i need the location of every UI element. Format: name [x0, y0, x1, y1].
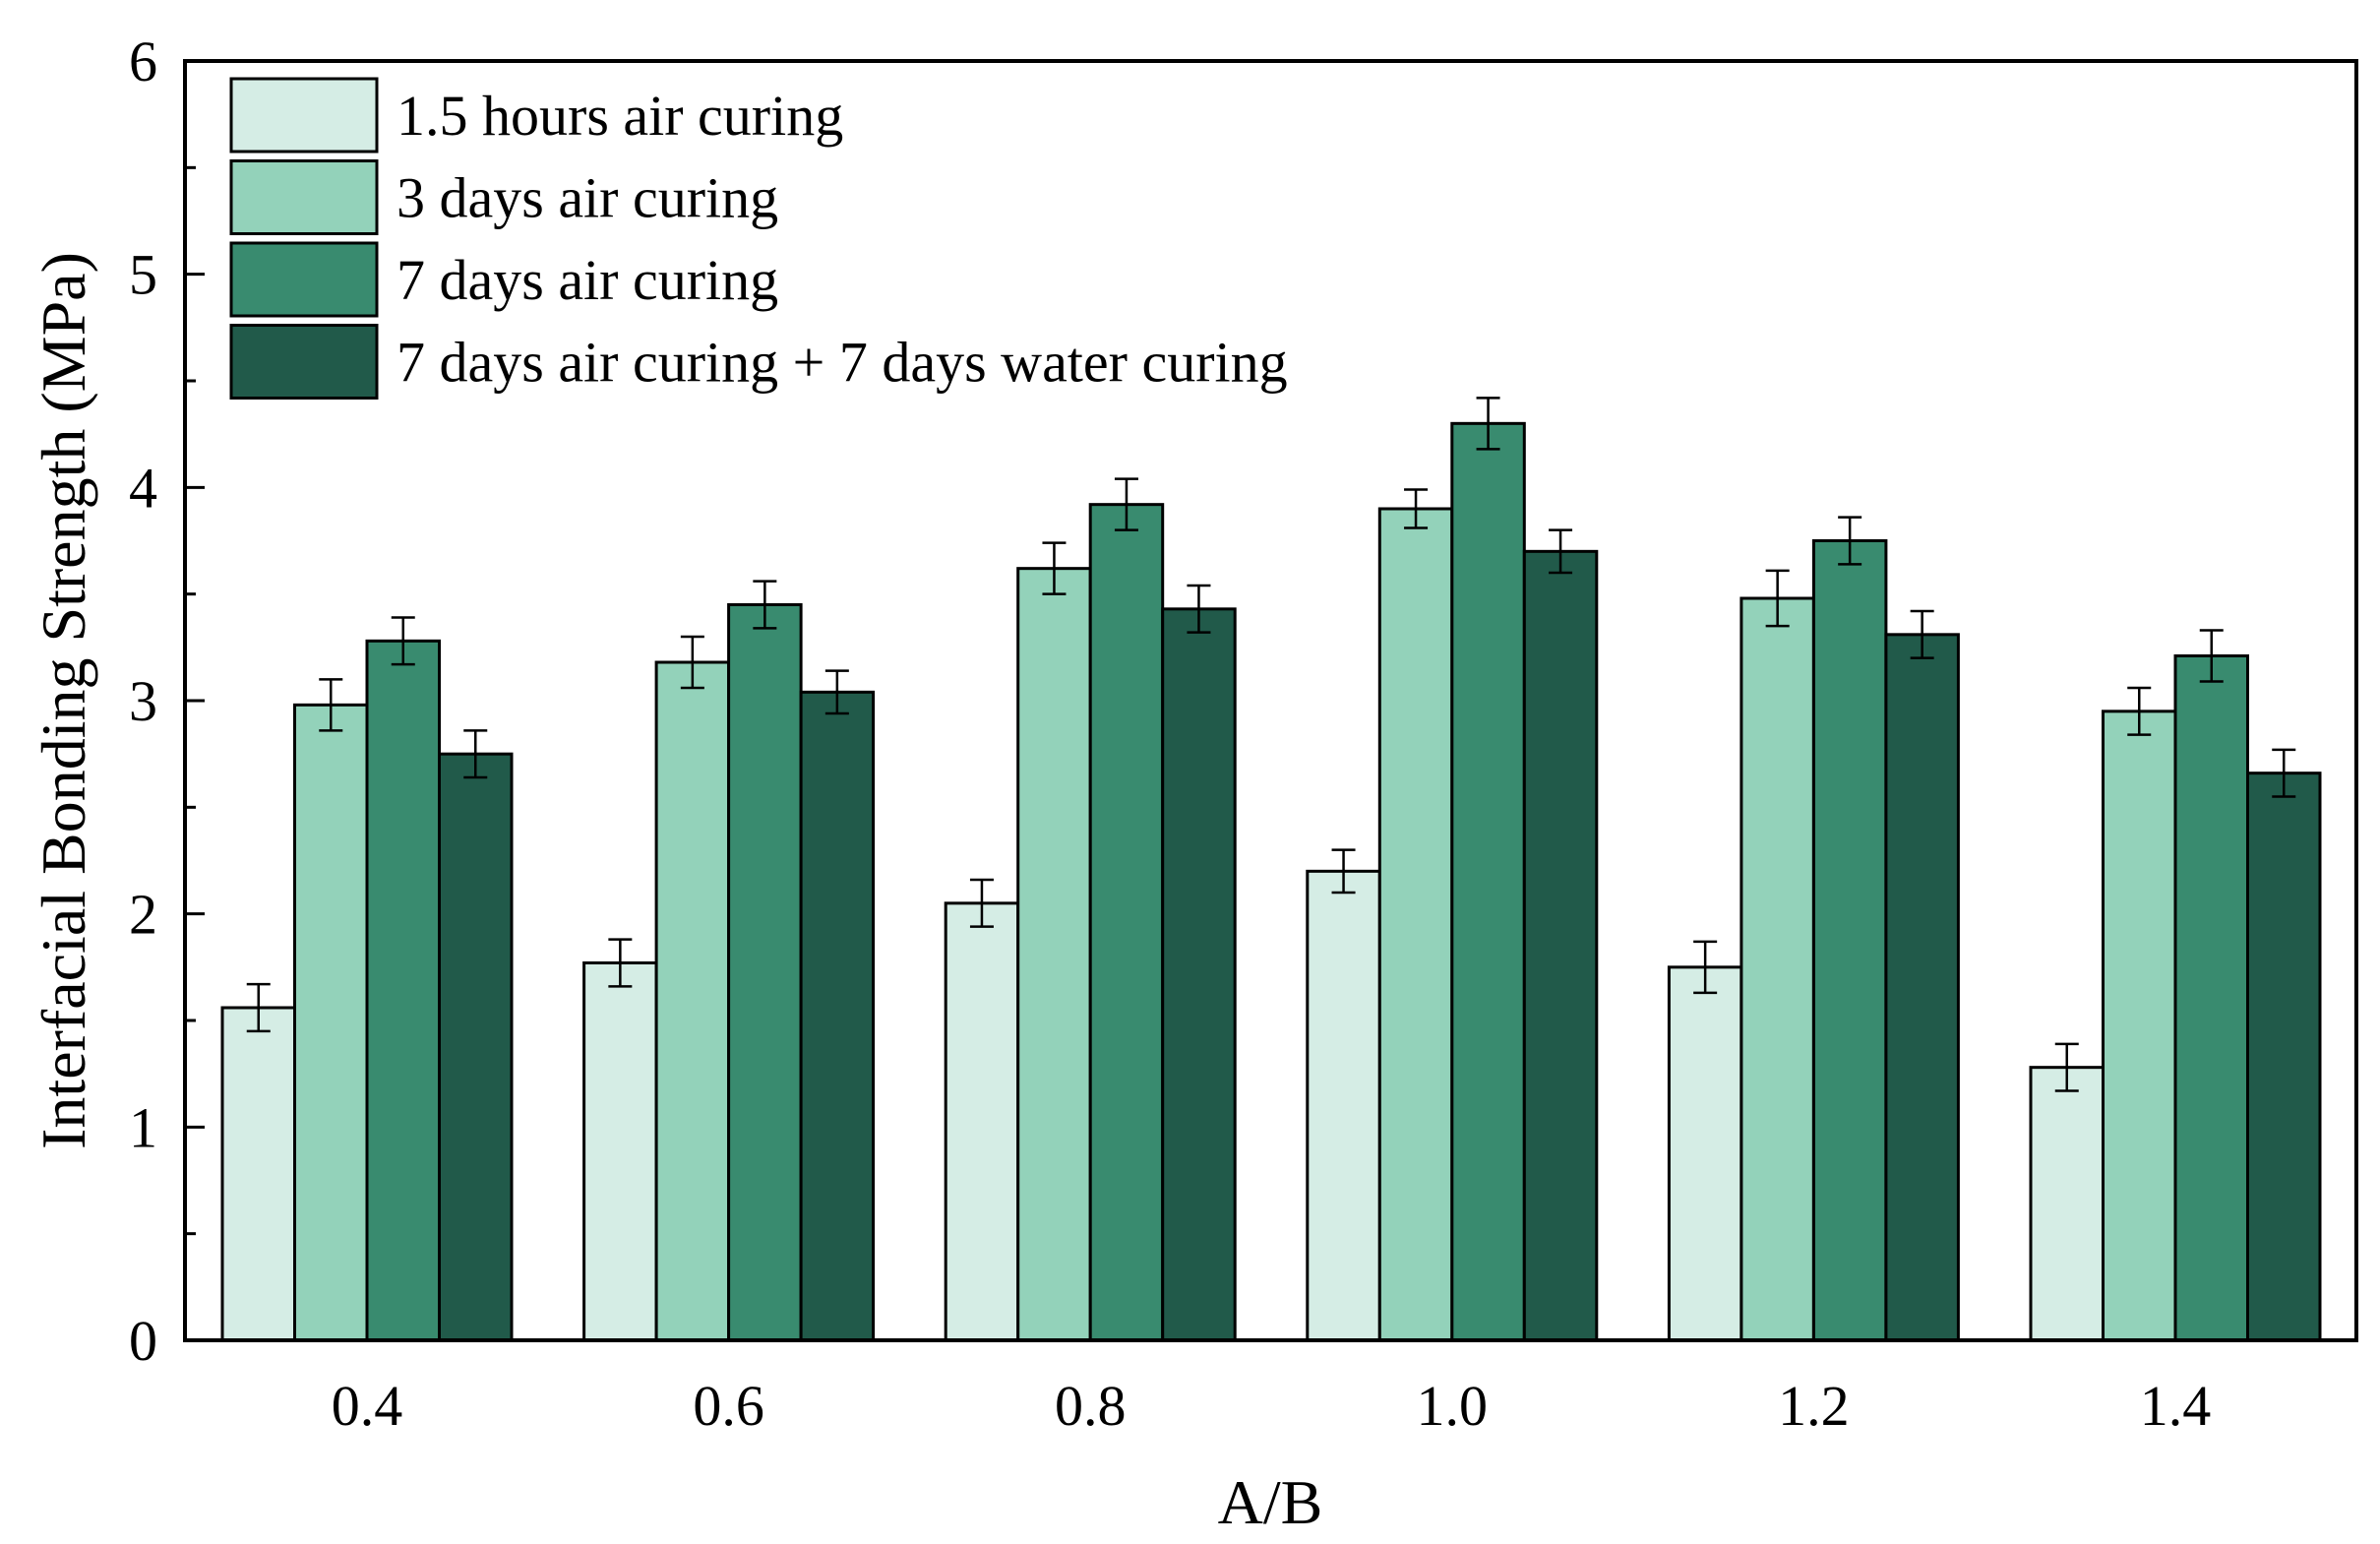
y-axis: 0 1 2 3 4 5 6: [129, 30, 205, 1373]
error-bar-1.2-series-2: [1765, 569, 1790, 628]
error-bar-0.6-series-2: [680, 635, 704, 690]
legend-label: 3 days air curing: [397, 166, 778, 230]
error-bar-1.4-series-2: [2127, 686, 2152, 736]
bar-1.2-series-1: [1667, 965, 1743, 1342]
y-tick-label: 2: [129, 883, 157, 947]
bar-0.8-series-4: [1161, 607, 1237, 1342]
x-tick-label: 1.0: [1417, 1374, 1489, 1438]
error-bar-0.4-series-4: [463, 729, 488, 779]
bar-1.2-series-2: [1739, 596, 1815, 1342]
error-bar-0.8-series-4: [1187, 584, 1211, 634]
x-tick-label: 1.2: [1778, 1374, 1850, 1438]
error-bar-0.4-series-3: [391, 616, 415, 666]
error-bar-1.0-series-2: [1404, 488, 1429, 529]
bar-1.4-series-1: [2029, 1066, 2105, 1342]
error-bar-1.0-series-3: [1476, 397, 1500, 451]
error-bar-1.0-series-4: [1549, 528, 1573, 575]
y-tick-label: 0: [129, 1309, 157, 1373]
bar-1.4-series-3: [2173, 654, 2249, 1342]
y-tick-label: 5: [129, 243, 157, 307]
legend-label: 7 days air curing: [397, 248, 778, 312]
x-tick-label: 1.4: [2140, 1374, 2212, 1438]
error-bar-1.4-series-3: [2199, 629, 2224, 683]
bar-0.8-series-2: [1016, 567, 1092, 1342]
legend-item-2: 3 days air curing: [229, 159, 778, 235]
error-bar-1.2-series-4: [1910, 609, 1934, 659]
legend: 1.5 hours air curing 3 days air curing 7 d…: [229, 77, 1288, 400]
bar-1.0-series-4: [1522, 549, 1599, 1342]
legend-label: 7 days air curing + 7 days water curing: [397, 331, 1288, 395]
error-bar-1.2-series-1: [1693, 940, 1718, 995]
legend-swatch: [229, 241, 379, 318]
legend-item-3: 7 days air curing: [229, 241, 778, 318]
y-tick-label: 1: [129, 1095, 157, 1159]
bar-0.6-series-1: [582, 961, 658, 1342]
bar-0.4-series-2: [293, 703, 369, 1342]
bar-0.6-series-2: [654, 660, 731, 1342]
bar-0.8-series-1: [944, 901, 1020, 1342]
x-axis: 0.4 0.6 0.8 1.0 1.2 1.4: [332, 1374, 2212, 1438]
y-tick-label: 4: [129, 456, 157, 520]
error-bar-0.4-series-2: [319, 678, 343, 732]
bar-1.0-series-3: [1450, 421, 1526, 1342]
error-bar-0.6-series-4: [824, 669, 849, 715]
y-tick-label: 6: [129, 30, 157, 93]
error-bar-0.6-series-3: [753, 580, 777, 630]
x-axis-title: A/B: [1218, 1467, 1323, 1537]
bar-0.4-series-3: [365, 639, 441, 1342]
error-bars-layer: [246, 397, 2296, 1092]
error-bar-0.8-series-3: [1114, 477, 1138, 531]
error-bar-1.4-series-1: [2054, 1042, 2079, 1092]
bar-0.4-series-1: [220, 1006, 296, 1342]
bar-0.4-series-4: [438, 752, 514, 1342]
legend-item-1: 1.5 hours air curing: [229, 77, 843, 154]
bar-1.2-series-4: [1884, 633, 1960, 1342]
legend-item-4: 7 days air curing + 7 days water curing: [229, 324, 1288, 400]
bar-0.6-series-4: [799, 690, 876, 1342]
legend-swatch: [229, 159, 379, 235]
error-bar-0.8-series-2: [1042, 541, 1067, 595]
legend-swatch: [229, 324, 379, 400]
x-tick-label: 0.4: [332, 1374, 403, 1438]
x-tick-label: 0.6: [693, 1374, 764, 1438]
error-bar-0.8-series-1: [969, 878, 994, 928]
error-bar-0.6-series-1: [608, 938, 633, 988]
error-bar-1.4-series-4: [2272, 748, 2296, 798]
y-tick-label: 3: [129, 669, 157, 733]
legend-swatch: [229, 77, 379, 154]
error-bar-1.2-series-3: [1838, 516, 1862, 566]
error-bar-0.4-series-1: [246, 982, 271, 1033]
bar-1.2-series-3: [1811, 539, 1888, 1342]
bar-1.0-series-1: [1306, 869, 1381, 1342]
error-bar-1.0-series-1: [1331, 848, 1356, 895]
y-axis-title: Interfacial Bonding Strength (MPa): [29, 252, 98, 1149]
bar-1.4-series-2: [2102, 710, 2177, 1342]
bar-1.0-series-2: [1377, 507, 1454, 1342]
bars-layer: [220, 421, 2322, 1342]
bar-0.6-series-3: [727, 603, 803, 1342]
legend-label: 1.5 hours air curing: [397, 84, 843, 148]
x-tick-label: 0.8: [1055, 1374, 1127, 1438]
bar-0.8-series-3: [1088, 503, 1165, 1342]
bar-1.4-series-4: [2246, 772, 2322, 1342]
